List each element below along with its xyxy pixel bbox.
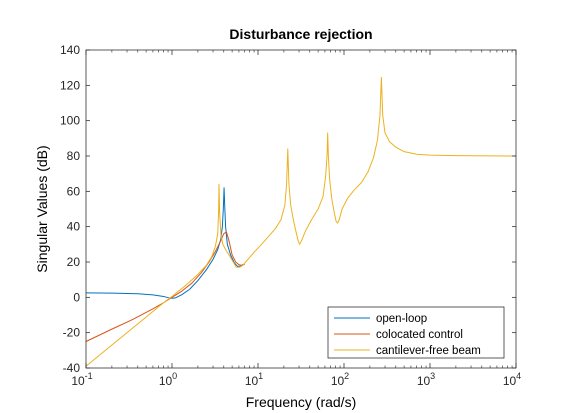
x-tick-label-base: 10 (417, 374, 431, 388)
x-tick-label-base: 10 (159, 374, 173, 388)
legend-label-1: open-loop (376, 313, 427, 325)
chart-title: Disturbance rejection (229, 26, 372, 42)
series-line-1 (85, 187, 244, 299)
x-tick-label-exponent: 1 (258, 371, 263, 381)
x-axis: 10-1 100 101 102 103 104 (71, 50, 521, 388)
y-axis: -40 -20 0 20 40 60 80 100 120 140 (60, 43, 516, 375)
axes-box (85, 49, 517, 369)
x-tick-label: 102 (331, 371, 349, 388)
y-tick-label: 120 (60, 78, 80, 92)
y-tick-label: 0 (73, 290, 80, 304)
y-tick-label: 80 (67, 149, 81, 163)
y-tick-label: -40 (63, 361, 81, 375)
x-axis-label: Frequency (rad/s) (246, 394, 356, 410)
x-tick-label: 101 (245, 371, 263, 388)
legend-label-2: colocated control (376, 329, 463, 341)
x-tick-label: 10-1 (71, 371, 92, 388)
x-tick-label-base: 10 (71, 374, 85, 388)
x-tick-label-exponent: 3 (430, 371, 435, 381)
y-axis-label: Singular Values (dB) (34, 145, 50, 272)
x-tick-label: 100 (159, 371, 177, 388)
x-tick-label-exponent: 0 (172, 371, 177, 381)
x-tick-label-base: 10 (245, 374, 259, 388)
x-tick-label: 103 (417, 371, 435, 388)
series-line-3 (85, 76, 517, 367)
y-tick-label: 20 (67, 255, 81, 269)
series-lines (85, 76, 517, 367)
y-tick-label: 60 (67, 184, 81, 198)
y-tick-label: 140 (60, 43, 80, 57)
y-tick-label: 100 (60, 114, 80, 128)
x-tick-label-base: 10 (503, 374, 517, 388)
y-tick-label: 40 (67, 220, 81, 234)
legend-label-3: cantilever-free beam (376, 345, 481, 357)
x-tick-label-base: 10 (331, 374, 345, 388)
x-tick-label-exponent: 2 (344, 371, 349, 381)
y-tick-label: -20 (63, 326, 81, 340)
legend: open-loop colocated control cantilever-fre… (327, 306, 505, 359)
x-tick-label-exponent: -1 (85, 371, 93, 381)
x-tick-label-exponent: 4 (516, 371, 521, 381)
x-tick-label: 104 (503, 371, 521, 388)
